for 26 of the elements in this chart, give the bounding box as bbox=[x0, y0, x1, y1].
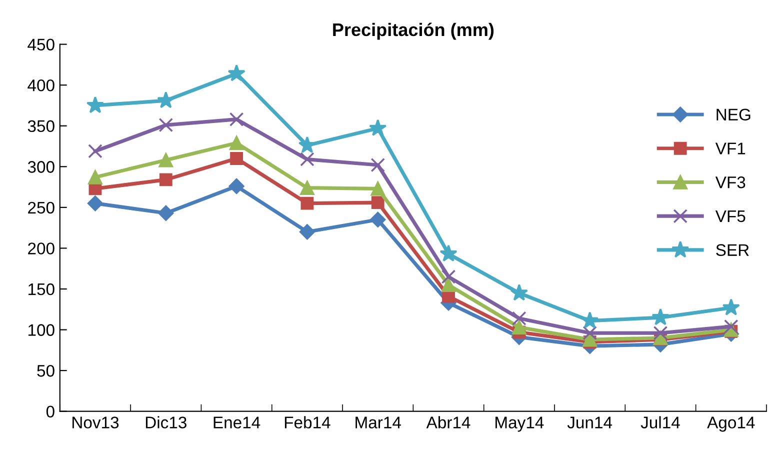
legend-label: VF3 bbox=[715, 176, 746, 188]
y-tick-label: 350 bbox=[28, 120, 54, 132]
y-tick-label: 300 bbox=[28, 161, 54, 173]
y-tick-label: 150 bbox=[28, 283, 54, 296]
legend-label: VF5 bbox=[715, 210, 746, 222]
y-tick-label: 0 bbox=[46, 406, 54, 418]
x-tick-label: Dic13 bbox=[146, 416, 186, 428]
x-tick-label: Feb14 bbox=[284, 416, 330, 428]
y-tick-label: 200 bbox=[28, 242, 54, 254]
legend-label: VF1 bbox=[715, 142, 746, 154]
x-tick-label: Mar14 bbox=[356, 416, 401, 428]
y-tick-label: 100 bbox=[28, 324, 54, 336]
legend-label: SER bbox=[716, 244, 749, 256]
y-tick-label: 250 bbox=[28, 202, 54, 214]
y-tick-label: 450 bbox=[28, 38, 54, 50]
x-tick-label: Jun14 bbox=[567, 416, 612, 428]
x-tick-label: Abr14 bbox=[426, 416, 470, 428]
x-tick-label: Jul14 bbox=[640, 416, 680, 428]
chart-title: Precipitación (mm) bbox=[333, 22, 494, 40]
y-tick-label: 50 bbox=[37, 364, 54, 377]
x-tick-label: Nov13 bbox=[72, 416, 119, 428]
x-tick-label: Ene14 bbox=[214, 416, 260, 428]
legend-label: NEG bbox=[716, 108, 750, 120]
x-tick-label: Ago14 bbox=[707, 416, 755, 432]
y-tick-label: 400 bbox=[28, 79, 54, 92]
x-tick-label: May14 bbox=[496, 416, 544, 432]
